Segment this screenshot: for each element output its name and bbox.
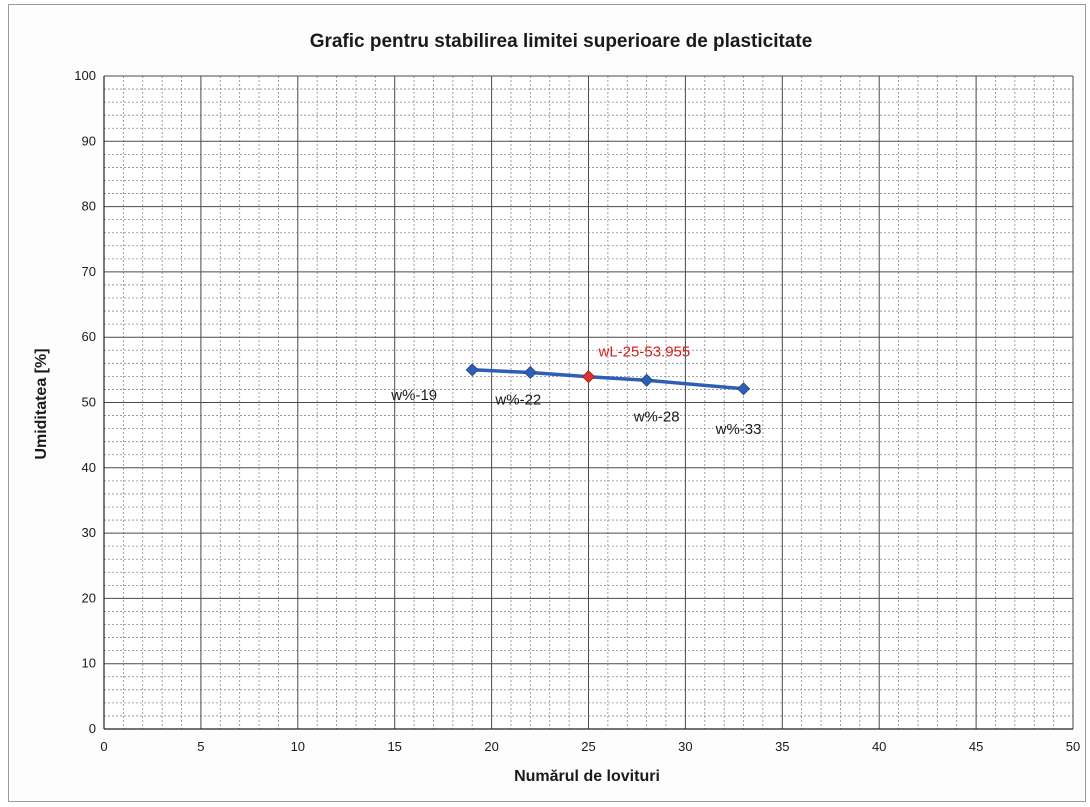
x-axis-label: Numărul de lovituri — [514, 768, 660, 785]
data-point-label: w%-19 — [390, 387, 437, 404]
y-tick-label: 20 — [82, 590, 96, 605]
x-tick-label: 10 — [291, 739, 305, 754]
data-point-label: w%-28 — [633, 408, 680, 425]
plot-area: 0 5 10 15 20 25 30 35 40 45 50 0 10 20 30 40 50 60 70 80 90 1… — [74, 68, 1080, 754]
y-tick-label: 50 — [82, 395, 96, 410]
data-point-marker — [523, 365, 537, 380]
y-tick-label: 30 — [82, 525, 96, 540]
y-tick-label: 80 — [82, 199, 96, 214]
x-tick-label: 45 — [969, 739, 983, 754]
y-tick-label: 40 — [82, 460, 96, 475]
y-tick-label: 0 — [89, 721, 96, 736]
x-tick-label: 40 — [872, 739, 886, 754]
x-tick-label: 15 — [387, 739, 401, 754]
x-tick-label: 35 — [775, 739, 789, 754]
y-tick-label: 10 — [82, 656, 96, 671]
x-tick-label: 5 — [197, 739, 204, 754]
x-tick-label: 0 — [100, 739, 107, 754]
data-point-marker — [465, 363, 479, 377]
y-axis-label: Umiditatea [%] — [33, 348, 50, 459]
data-point-label: w%-22 — [494, 391, 541, 408]
x-tick-label: 30 — [678, 739, 692, 754]
y-tick-label: 100 — [74, 68, 96, 83]
data-point-label: w%-33 — [715, 421, 762, 438]
y-tick-label: 70 — [82, 264, 96, 279]
data-point-marker — [640, 373, 654, 387]
y-tick-label: 60 — [82, 329, 96, 344]
data-point-marker — [736, 382, 751, 396]
x-tick-label: 50 — [1066, 739, 1080, 754]
highlight-point-marker — [581, 370, 596, 384]
highlight-point-label: wL-25-53.955 — [598, 344, 691, 361]
x-tick-label: 20 — [484, 739, 498, 754]
y-tick-label: 90 — [82, 133, 96, 148]
chart-title: Grafic pentru stabilirea limitei superio… — [310, 31, 813, 52]
x-tick-label: 25 — [581, 739, 595, 754]
